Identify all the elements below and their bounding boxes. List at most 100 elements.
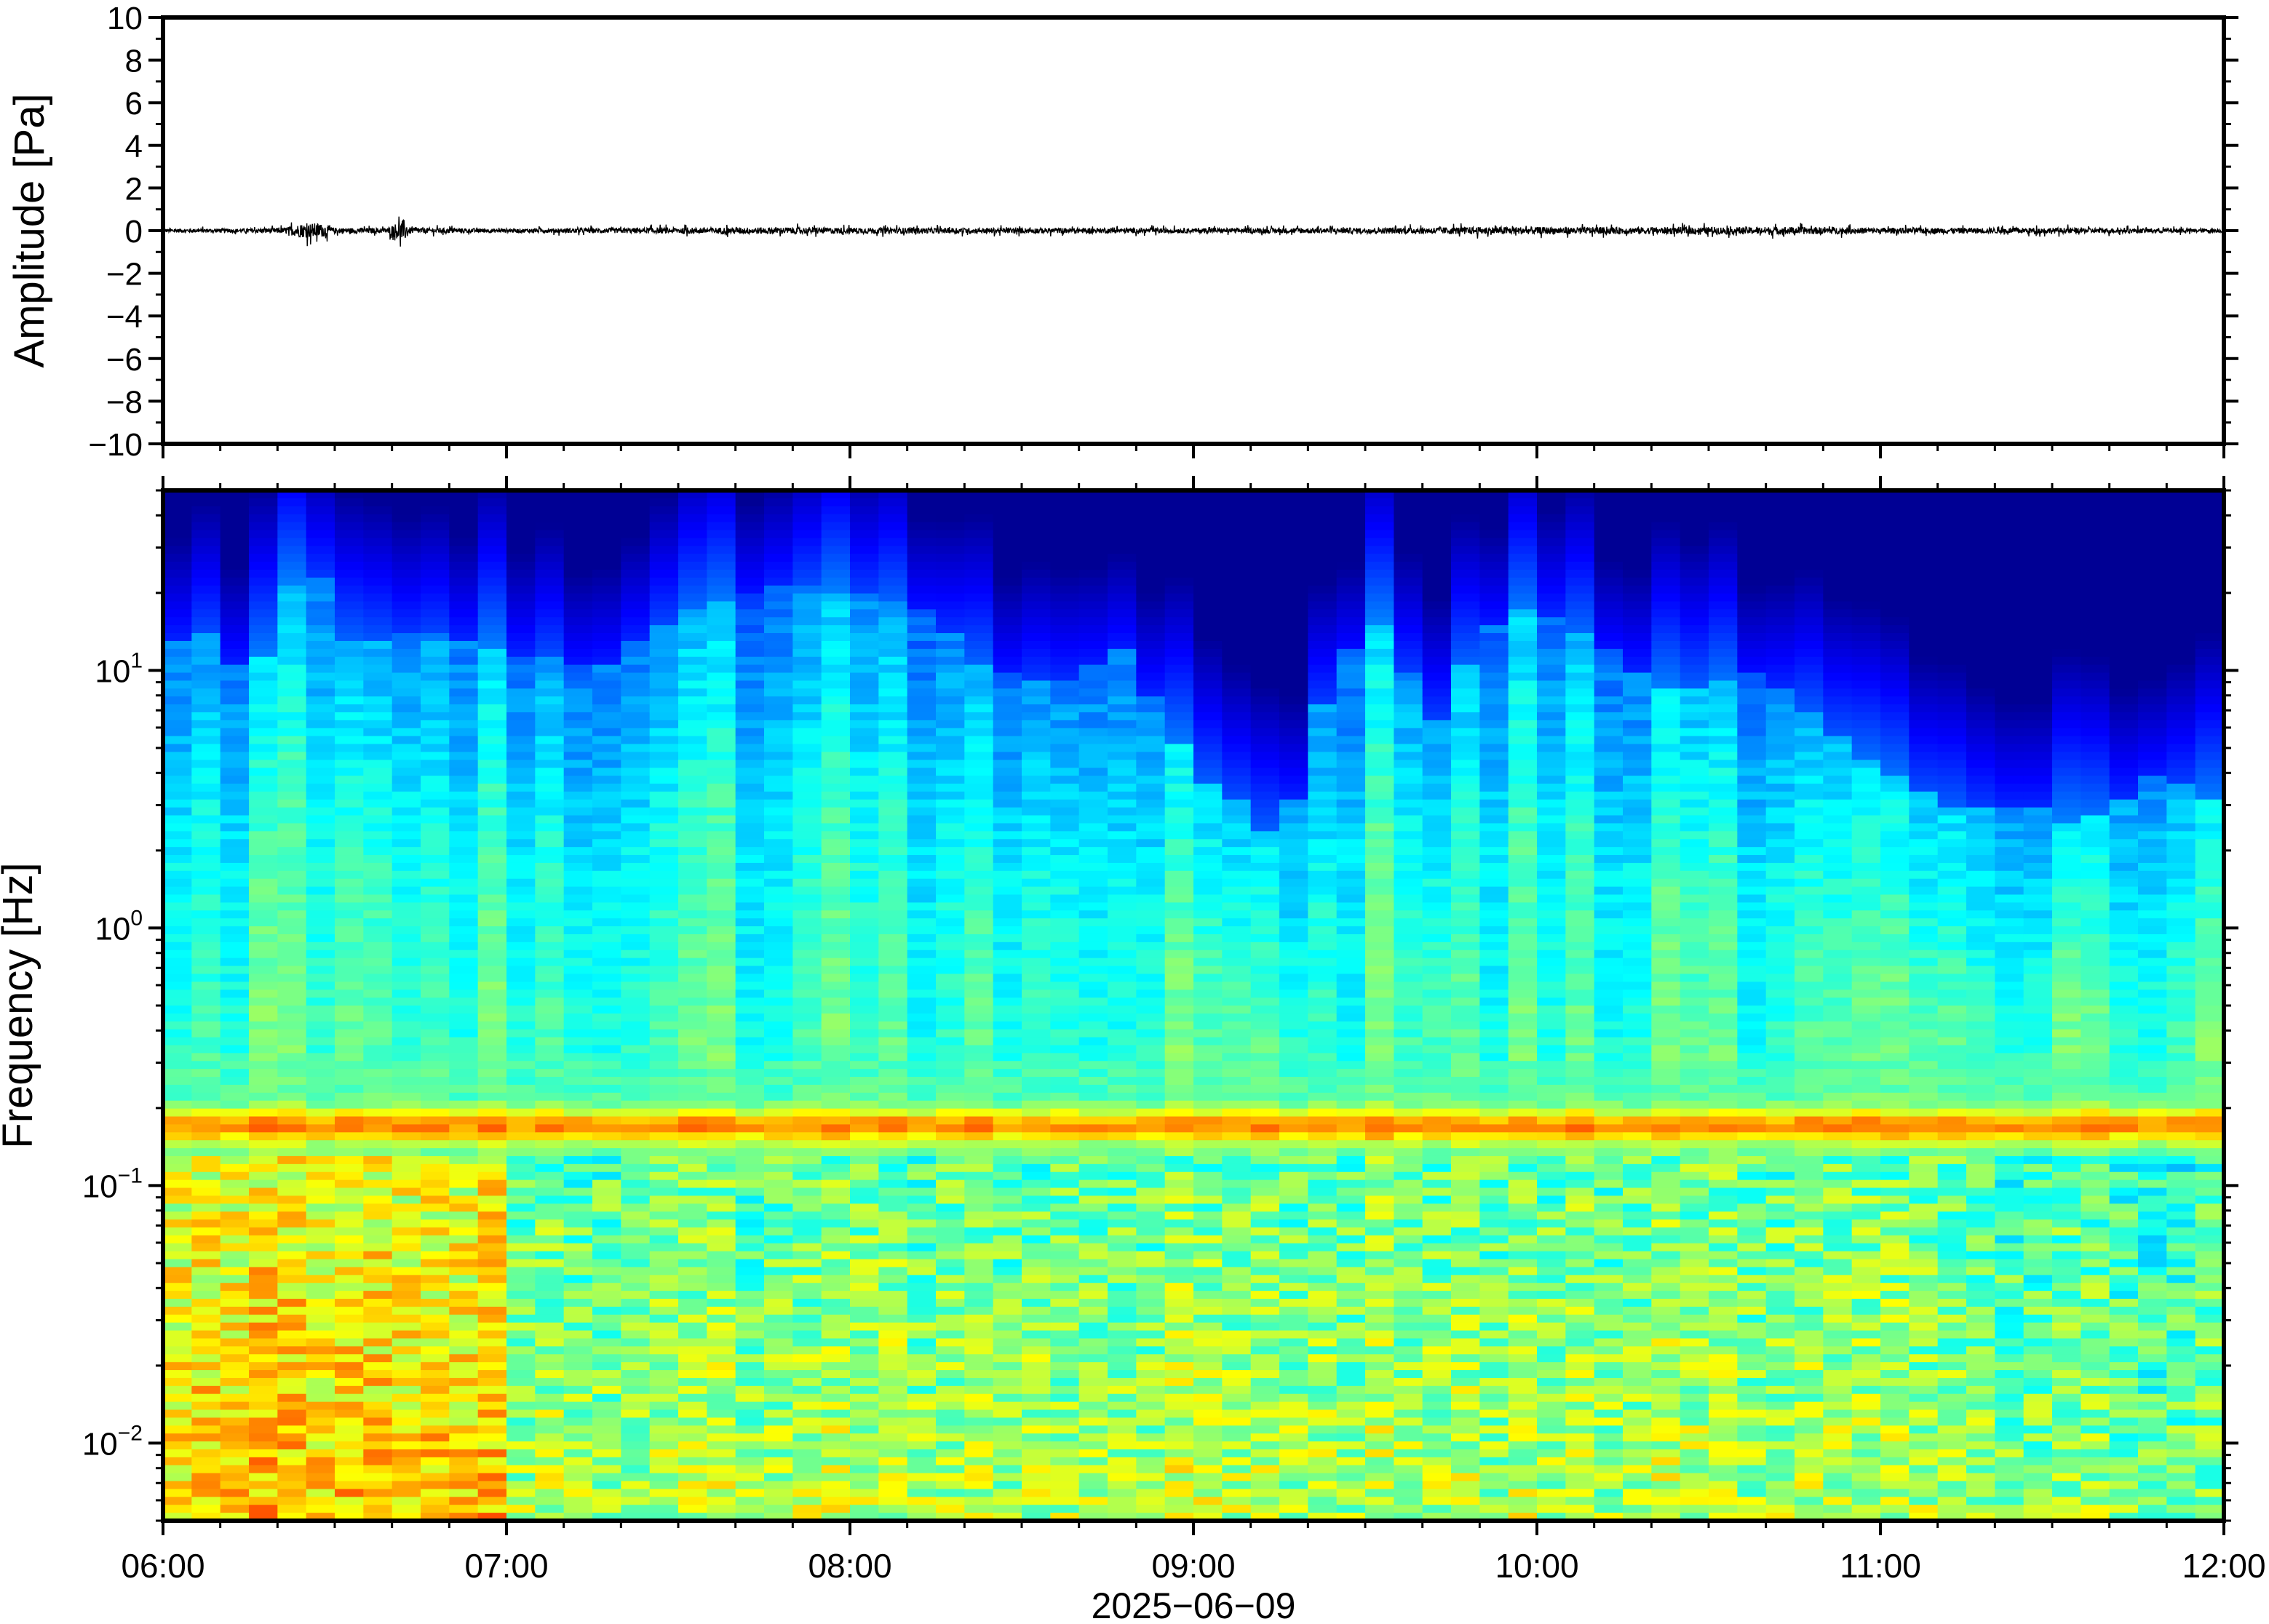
spectrogram-cell xyxy=(1108,1370,1137,1379)
spectrogram-cell xyxy=(563,823,593,832)
spectrogram-cell xyxy=(506,894,536,903)
spectrogram-cell xyxy=(621,569,651,578)
spectrogram-cell xyxy=(993,648,1022,658)
spectrogram-cell xyxy=(363,1489,393,1497)
spectrogram-cell xyxy=(163,688,192,697)
spectrogram-cell xyxy=(735,538,765,546)
spectrogram-cell xyxy=(649,799,679,808)
spectrogram-cell xyxy=(506,593,536,602)
spectrogram-cell xyxy=(506,1362,536,1371)
spectrogram-cell xyxy=(1164,1219,1194,1228)
spectrogram-cell xyxy=(506,1299,536,1307)
spectrogram-cell xyxy=(1193,1473,1223,1482)
spectrogram-cell xyxy=(1078,530,1108,538)
spectrogram-cell xyxy=(1164,609,1194,618)
spectrogram-cell xyxy=(649,672,679,682)
spectrogram-cell xyxy=(707,688,736,697)
spectrogram-cell xyxy=(964,1013,994,1022)
spectrogram-cell xyxy=(1222,934,1252,943)
spectrogram-cell xyxy=(363,1505,393,1513)
spectrogram-cell xyxy=(1050,522,1080,531)
spectrogram-cell xyxy=(678,1171,707,1181)
spectrogram-cell xyxy=(907,617,937,626)
spectrogram-cell xyxy=(936,562,965,570)
spectrogram-cell xyxy=(964,1124,994,1133)
spectrogram-cell xyxy=(249,1267,278,1275)
spectrogram-cell xyxy=(220,1322,250,1332)
spectrogram-cell xyxy=(535,1259,565,1268)
spectrogram-cell xyxy=(1078,609,1108,618)
spectrogram-cell xyxy=(449,640,479,650)
spectrogram-cell xyxy=(449,1148,479,1157)
spectrogram-cell xyxy=(1222,562,1252,570)
spectrogram-cell xyxy=(735,1069,765,1078)
spectrogram-cell xyxy=(1136,926,1166,935)
spectrogram-cell xyxy=(735,562,765,570)
spectrogram-cell xyxy=(936,744,965,753)
spectrogram-cell xyxy=(477,855,507,864)
spectrogram-cell xyxy=(707,926,736,935)
spectrogram-cell xyxy=(392,1037,421,1046)
spectrogram-cell xyxy=(850,696,879,705)
spectrogram-cell xyxy=(850,982,879,990)
spectrogram-cell xyxy=(163,1370,192,1379)
spectrogram-cell xyxy=(878,1084,908,1094)
spectrogram-cell xyxy=(878,1338,908,1347)
spectrogram-cell xyxy=(163,791,192,800)
spectrogram-cell xyxy=(335,966,364,975)
spectrogram-cell xyxy=(191,577,221,586)
spectrogram-cell xyxy=(764,752,793,760)
spectrogram-cell xyxy=(163,1441,192,1450)
spectrogram-cell xyxy=(563,1155,593,1165)
spectrogram-cell xyxy=(993,1481,1022,1490)
spectrogram-cell xyxy=(277,966,307,975)
spectrogram-cell xyxy=(764,585,793,594)
spectrogram-cell xyxy=(506,1473,536,1482)
spectrogram-cell xyxy=(506,672,536,682)
spectrogram-cell xyxy=(1022,1505,1051,1513)
spectrogram-cell xyxy=(1050,1227,1080,1236)
spectrogram-cell xyxy=(707,910,736,919)
spectrogram-cell xyxy=(821,815,851,824)
spectrogram-cell xyxy=(392,1108,421,1118)
spectrogram-cell xyxy=(163,498,192,507)
spectrogram-cell xyxy=(878,870,908,880)
spectrogram-cell xyxy=(163,522,192,531)
spectrogram-cell xyxy=(936,942,965,951)
spectrogram-cell xyxy=(277,1401,307,1411)
spectrogram-cell xyxy=(907,1441,937,1450)
spectrogram-cell xyxy=(592,720,621,729)
spectrogram-cell xyxy=(1108,1211,1137,1220)
spectrogram-cell xyxy=(850,791,879,800)
spectrogram-cell xyxy=(907,1497,937,1505)
spectrogram-cell xyxy=(678,1299,707,1307)
spectrogram-cell xyxy=(592,966,621,975)
spectrogram-cell xyxy=(249,815,278,824)
spectrogram-cell xyxy=(1108,894,1137,903)
spectrogram-cell xyxy=(1022,1338,1051,1347)
spectrogram-cell xyxy=(1050,680,1080,689)
spectrogram-cell xyxy=(191,1108,221,1118)
spectrogram-cell xyxy=(220,1473,250,1482)
spectrogram-cell xyxy=(392,958,421,967)
spectrogram-cell xyxy=(1050,1013,1080,1022)
spectrogram-cell xyxy=(850,1108,879,1118)
spectrogram-cell xyxy=(277,862,307,872)
spectrogram-cell xyxy=(821,1441,851,1450)
spectrogram-cell xyxy=(535,1006,565,1014)
spectrogram-cell xyxy=(936,910,965,919)
spectrogram-cell xyxy=(249,704,278,713)
spectrogram-cell xyxy=(535,625,565,634)
spectrogram-cell xyxy=(220,966,250,975)
spectrogram-cell xyxy=(649,934,679,943)
spectrogram-cell xyxy=(392,490,421,499)
spectrogram-cell xyxy=(592,1179,621,1189)
spectrogram-cell xyxy=(621,506,651,515)
spectrogram-cell xyxy=(1193,1195,1223,1204)
spectrogram-cell xyxy=(1193,1433,1223,1442)
spectrogram-cell xyxy=(964,664,994,674)
spectrogram-cell xyxy=(1164,1417,1194,1426)
spectrogram-cell xyxy=(1022,1409,1051,1418)
spectrogram-cell xyxy=(592,926,621,935)
spectrogram-cell xyxy=(1078,1267,1108,1275)
